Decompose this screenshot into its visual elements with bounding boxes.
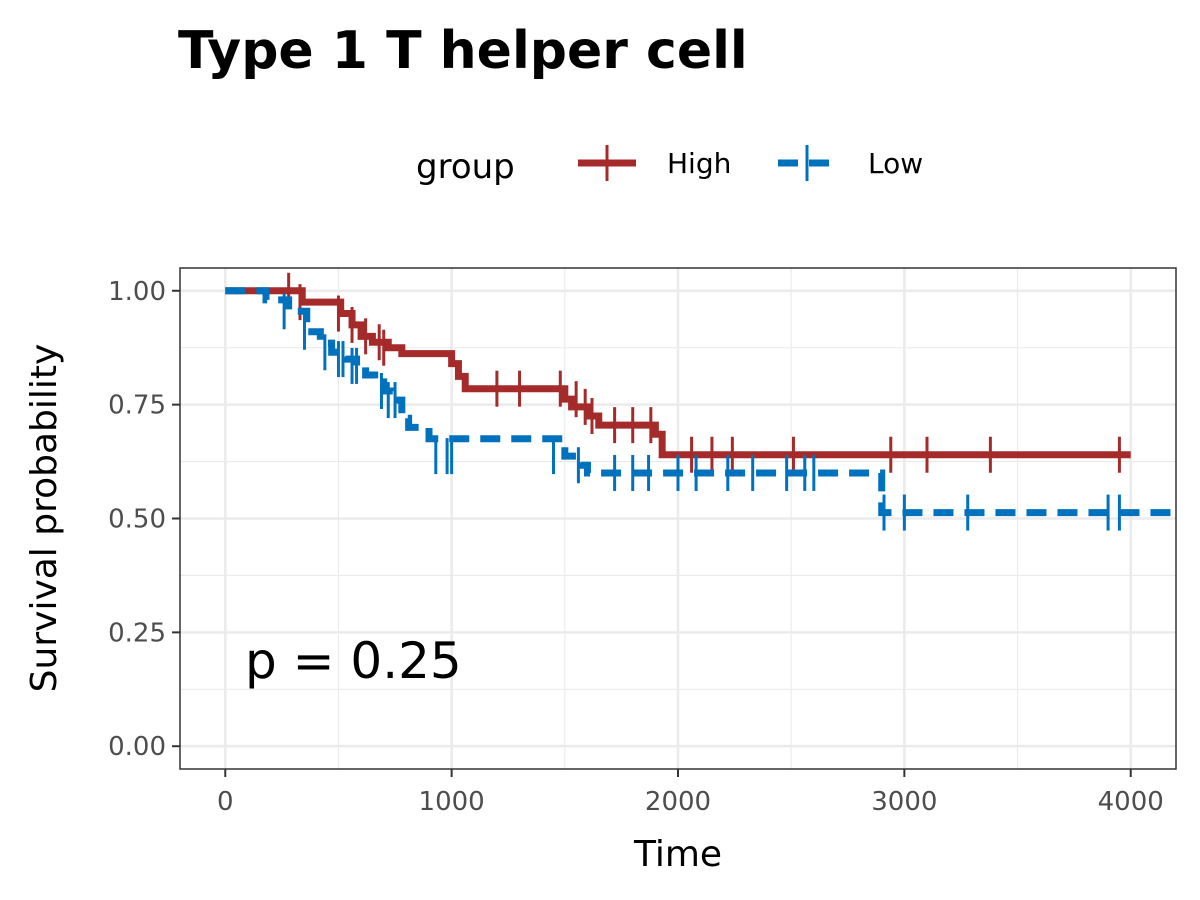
legend-label: Low: [868, 147, 923, 180]
y-tick-label: 0.50: [108, 505, 166, 535]
survival-curve-low: [225, 287, 1176, 517]
legend-label: High: [667, 147, 731, 180]
x-tick-label: 0: [217, 787, 234, 817]
legend: group High Low: [416, 145, 923, 187]
y-tick-label: 0.75: [108, 391, 166, 421]
x-tick-label: 4000: [1098, 787, 1164, 817]
legend-title: group: [416, 147, 515, 187]
x-axis-title: Time: [633, 834, 722, 875]
chart-title: Type 1 T helper cell: [178, 21, 748, 81]
legend-item-low: Low: [778, 145, 923, 181]
x-tick-label: 3000: [871, 787, 937, 817]
legend-item-high: High: [578, 145, 731, 181]
y-axis-title: Survival probability: [24, 344, 65, 693]
survival-curves: [225, 272, 1176, 531]
x-tick-label: 1000: [419, 787, 485, 817]
gridlines: [180, 268, 1176, 769]
y-tick-label: 0.25: [108, 618, 166, 648]
plot-panel: [179, 267, 1177, 770]
survival-curve-high: [225, 287, 1131, 459]
axes: 0 1000 2000 3000 4000 0.00 0.25 0.50 0.75 1.00: [108, 277, 1164, 817]
y-tick-label: 0.00: [108, 732, 166, 762]
y-tick-label: 1.00: [108, 277, 166, 307]
p-value-annotation: p = 0.25: [245, 632, 462, 690]
x-tick-label: 2000: [645, 787, 711, 817]
